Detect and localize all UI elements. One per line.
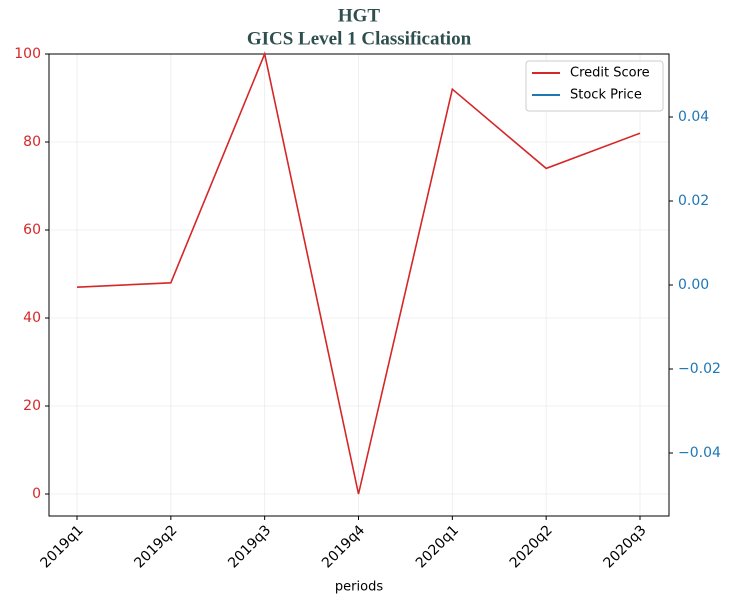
chart-title: HGT <box>338 5 381 26</box>
x-tick-label: 2019q4 <box>319 522 368 571</box>
x-tick-label: 2019q3 <box>225 522 274 571</box>
y-tick-label: 100 <box>14 46 41 62</box>
y2-tick-label: 0.04 <box>678 109 709 125</box>
legend-box <box>525 60 664 112</box>
y-tick-label: 0 <box>32 486 41 502</box>
y-tick-label: 40 <box>23 310 41 326</box>
y-tick-label: 20 <box>23 398 41 414</box>
x-tick-label: 2020q1 <box>413 522 462 571</box>
x-tick-label: 2020q3 <box>601 522 650 571</box>
y-tick-label: 80 <box>23 134 41 150</box>
chart-subtitle: GICS Level 1 Classification <box>247 28 472 49</box>
y2-tick-label: 0.00 <box>678 277 709 293</box>
y2-tick-label: −0.04 <box>678 445 721 461</box>
y2-tick-label: −0.02 <box>678 361 721 377</box>
legend-label: Stock Price <box>570 88 642 103</box>
series-line <box>76 51 641 495</box>
x-tick-label: 2019q2 <box>131 522 180 571</box>
x-tick-label: 2019q1 <box>38 522 87 571</box>
plot-frame <box>48 53 670 517</box>
x-axis-label: periods <box>335 580 383 595</box>
y-tick-label: 60 <box>23 222 41 238</box>
legend-label: Credit Score <box>570 66 650 81</box>
y2-tick-label: 0.02 <box>678 193 709 209</box>
x-tick-label: 2020q2 <box>507 522 556 571</box>
